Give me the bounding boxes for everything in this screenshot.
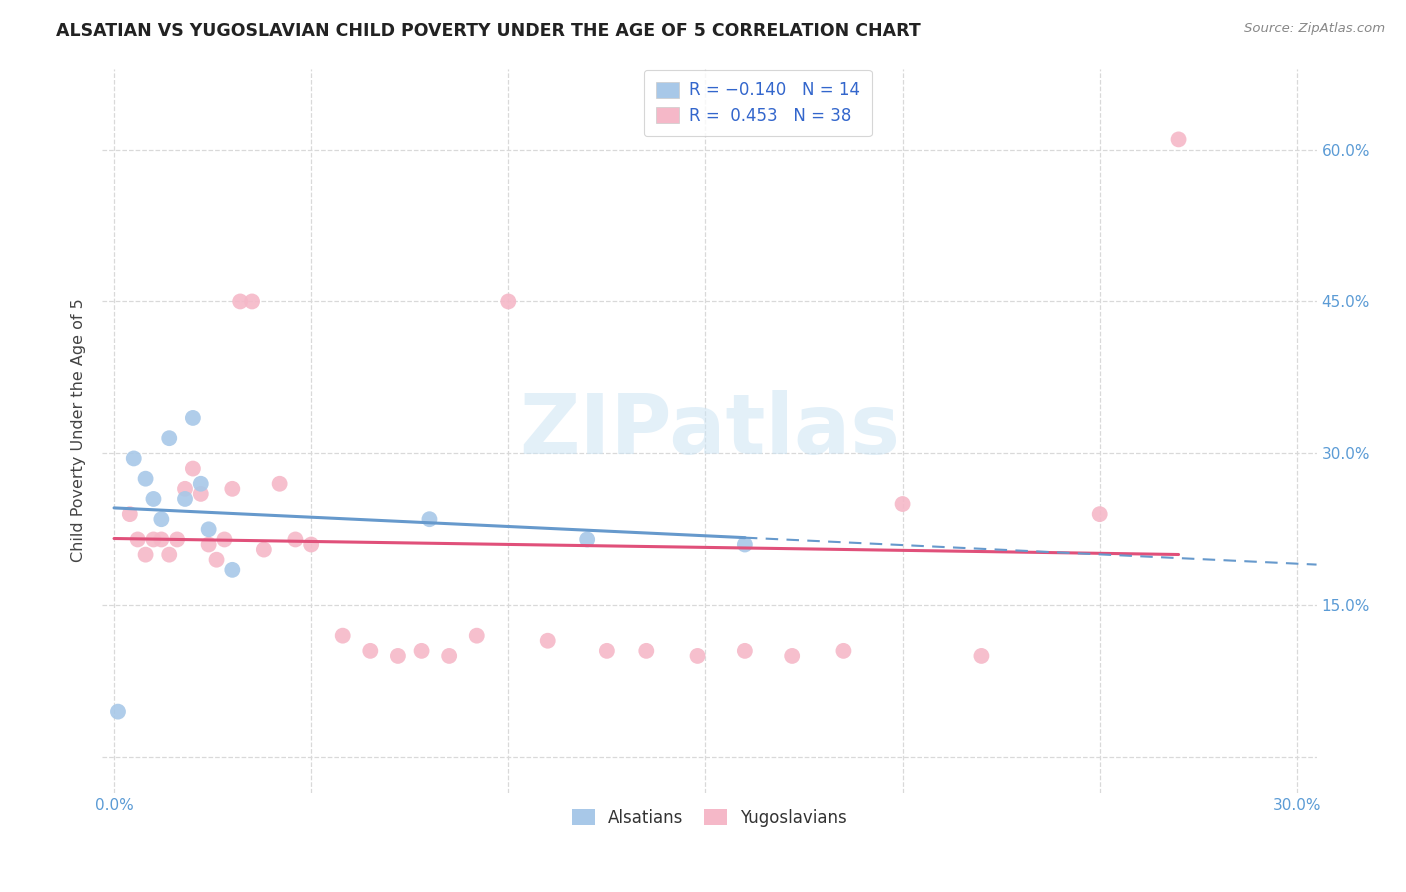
Point [240,294,263,309]
Point [142,491,165,506]
Point [214,533,236,547]
Point [190,476,212,491]
Point [498,294,520,309]
Text: ZIPatlas: ZIPatlas [519,390,900,471]
Text: Source: ZipAtlas.com: Source: ZipAtlas.com [1244,22,1385,36]
Point [537,633,560,648]
Point [411,644,433,658]
Point [166,533,188,547]
Point [150,533,173,547]
Point [576,533,599,547]
Point [734,537,756,551]
Point [197,522,219,536]
Point [596,644,619,658]
Point [686,648,709,663]
Point [174,482,197,496]
Point [122,451,145,466]
Point [150,512,173,526]
Point [253,542,276,557]
Point [387,648,409,663]
Point [359,644,381,658]
Point [181,411,204,425]
Point [437,648,460,663]
Point [465,629,488,643]
Point [205,552,228,566]
Point [636,644,658,658]
Point [221,563,243,577]
Point [418,512,440,526]
Point [127,533,149,547]
Point [118,507,141,521]
Point [107,705,129,719]
Point [734,644,756,658]
Point [332,629,354,643]
Point [269,476,291,491]
Point [299,537,322,551]
Point [970,648,993,663]
Point [284,533,307,547]
Point [1088,507,1111,521]
Point [190,487,212,501]
Legend: Alsatians, Yugoslavians: Alsatians, Yugoslavians [564,800,855,835]
Point [1167,132,1189,146]
Text: ALSATIAN VS YUGOSLAVIAN CHILD POVERTY UNDER THE AGE OF 5 CORRELATION CHART: ALSATIAN VS YUGOSLAVIAN CHILD POVERTY UN… [56,22,921,40]
Point [181,461,204,475]
Point [780,648,803,663]
Point [142,533,165,547]
Y-axis label: Child Poverty Under the Age of 5: Child Poverty Under the Age of 5 [72,299,86,563]
Point [832,644,855,658]
Point [135,472,157,486]
Point [157,431,180,445]
Point [221,482,243,496]
Point [891,497,914,511]
Point [157,548,180,562]
Point [229,294,252,309]
Point [174,491,197,506]
Point [197,537,219,551]
Point [135,548,157,562]
